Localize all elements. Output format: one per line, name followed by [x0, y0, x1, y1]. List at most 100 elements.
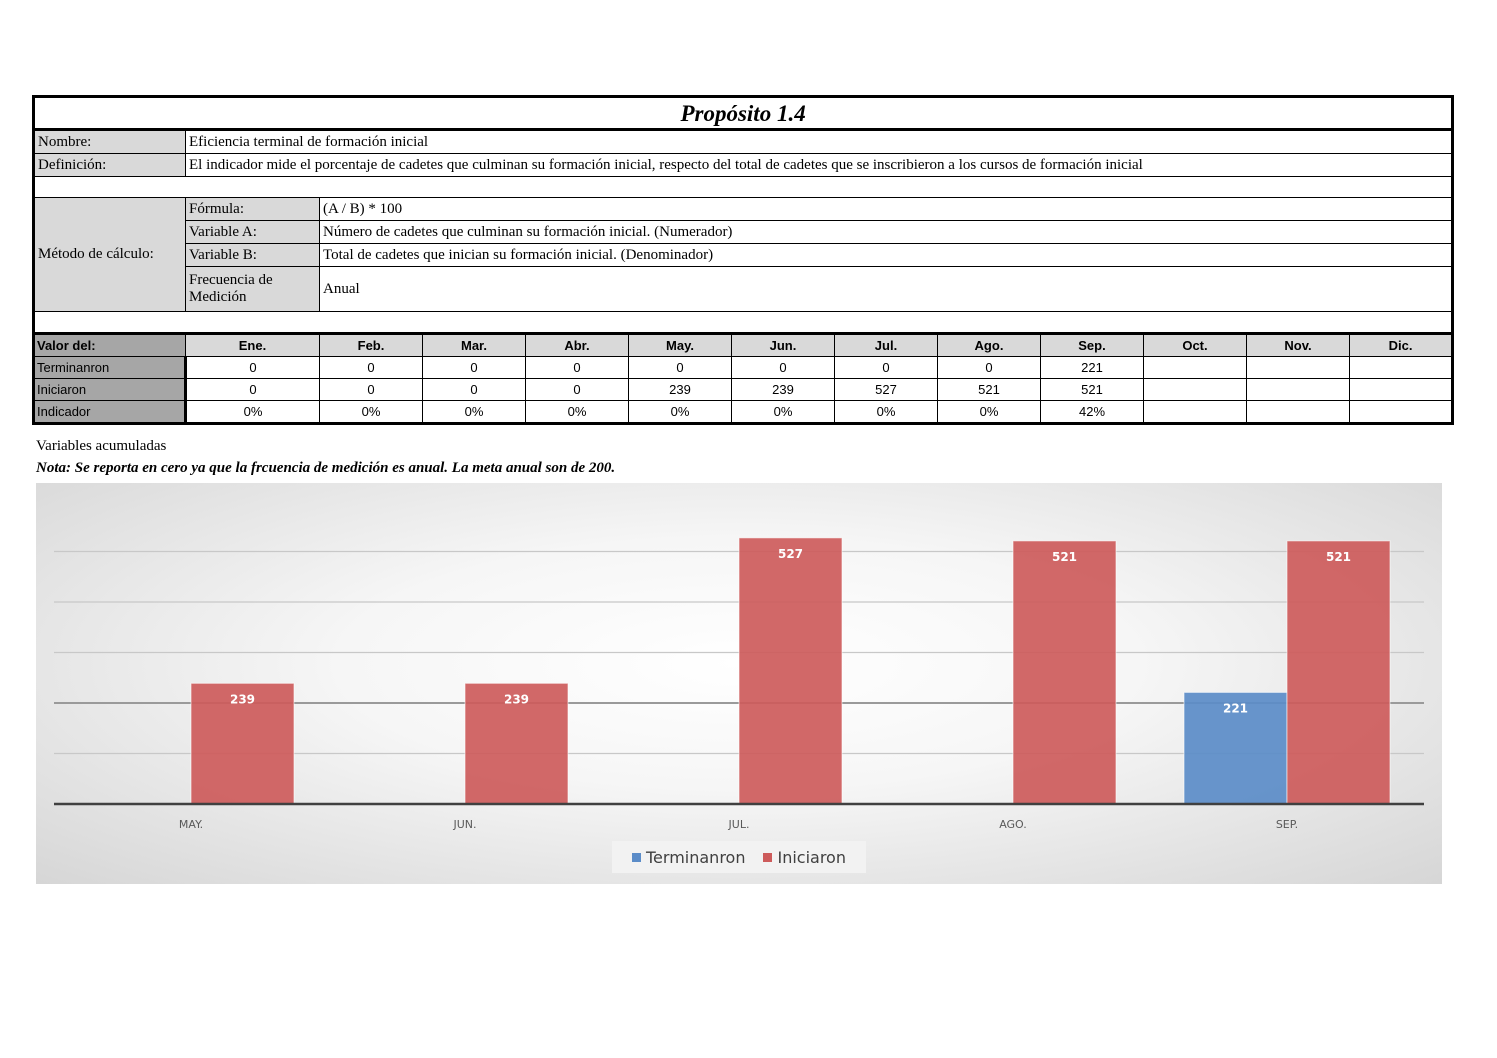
- table-cell: [1348, 378, 1454, 401]
- month-header: Jul.: [834, 332, 938, 357]
- x-tick-label: AGO.: [999, 818, 1027, 831]
- table-cell: 0%: [628, 400, 732, 424]
- month-header: Ene.: [185, 332, 320, 357]
- table-cell: 0: [422, 356, 526, 379]
- row-label: Iniciaron: [33, 378, 187, 401]
- month-header: May.: [628, 332, 732, 357]
- month-header: Mar.: [422, 332, 526, 357]
- chart-legend: Terminanron Iniciaron: [612, 841, 866, 873]
- data-label: 521: [1052, 550, 1077, 564]
- bar-chart: 239 MAY. 239 JUN. 527 JUL. 521 AGO. 221 521 SEP. T…: [36, 483, 1442, 884]
- table-cell: 0%: [731, 400, 835, 424]
- frecuencia-value: Anual: [318, 266, 1454, 312]
- data-label: 221: [1223, 701, 1248, 715]
- row-label: Indicador: [33, 400, 187, 424]
- table-cell: [1246, 400, 1350, 424]
- table-cell: 527: [834, 378, 938, 401]
- table-cell: 0: [628, 356, 732, 379]
- month-header: Feb.: [319, 332, 423, 357]
- table-cell: 0: [731, 356, 835, 379]
- table-cell: 42%: [1040, 400, 1144, 424]
- bar: [190, 682, 295, 805]
- table-cell: 0: [525, 378, 629, 401]
- nombre-value: Eficiencia terminal de formación inicial: [184, 128, 1454, 154]
- month-header: Dic.: [1348, 332, 1454, 357]
- data-label: 521: [1326, 550, 1351, 564]
- formula-value: (A / B) * 100: [318, 197, 1454, 221]
- nombre-label: Nombre:: [33, 128, 186, 154]
- table-cell: 0: [319, 378, 423, 401]
- definicion-label: Definición:: [33, 153, 186, 177]
- legend-swatch: [763, 852, 773, 862]
- table-cell: [1348, 356, 1454, 379]
- table-cell: 0: [185, 356, 320, 379]
- terminaron-row: Terminanron 0 0 0 0 0 0 0 0 221: [33, 356, 1454, 379]
- iniciaron-row: Iniciaron 0 0 0 0 239 239 527 521 521: [33, 378, 1454, 401]
- table-cell: 239: [628, 378, 732, 401]
- metodo-label: Método de cálculo:: [33, 197, 186, 312]
- data-label: 527: [778, 547, 803, 561]
- legend-item: Terminanron: [632, 848, 745, 867]
- chart-plot: 239 MAY. 239 JUN. 527 JUL. 521 AGO. 221 521 SEP.: [54, 537, 1424, 831]
- table-cell: [1143, 378, 1247, 401]
- legend-label: Terminanron: [646, 847, 746, 867]
- table-cell: 239: [731, 378, 835, 401]
- month-header: Oct.: [1143, 332, 1247, 357]
- frecuencia-label: Frecuencia de Medición: [185, 266, 320, 312]
- valor-del-label: Valor del:: [33, 332, 186, 357]
- variable-b-label: Variable B:: [185, 243, 320, 267]
- month-header: Abr.: [525, 332, 629, 357]
- spacer-row: [32, 176, 1454, 198]
- x-tick-label: MAY.: [179, 818, 203, 831]
- bar: [1012, 540, 1117, 805]
- table-cell: [1143, 356, 1247, 379]
- table-cell: [1348, 400, 1454, 424]
- months-header-row: Valor del: Ene. Feb. Mar. Abr. May. Jun.…: [33, 332, 1454, 357]
- formula-label: Fórmula:: [185, 197, 320, 221]
- bar: [738, 537, 843, 805]
- legend-label: Iniciaron: [777, 847, 846, 867]
- table-cell: 0: [422, 378, 526, 401]
- bar: [1183, 691, 1288, 805]
- table-cell: 0: [937, 356, 1041, 379]
- spacer-row: [32, 311, 1454, 334]
- x-tick-label: JUN.: [452, 818, 476, 831]
- table-cell: 0%: [319, 400, 423, 424]
- variables-acumuladas-note: Variables acumuladas: [36, 438, 167, 454]
- table-cell: [1246, 378, 1350, 401]
- table-cell: 0%: [422, 400, 526, 424]
- legend-swatch: [632, 852, 641, 862]
- data-label: 239: [230, 692, 255, 706]
- table-cell: 0: [185, 378, 320, 401]
- table-cell: [1143, 400, 1247, 424]
- month-header: Ago.: [937, 332, 1041, 357]
- table-cell: 0: [834, 356, 938, 379]
- table-cell: 0: [525, 356, 629, 379]
- month-header: Sep.: [1040, 332, 1144, 357]
- table-cell: 0%: [525, 400, 629, 424]
- table-cell: [1246, 356, 1350, 379]
- table-cell: 521: [937, 378, 1041, 401]
- indicador-row: Indicador 0% 0% 0% 0% 0% 0% 0% 0% 42%: [33, 400, 1454, 424]
- month-header: Jun.: [731, 332, 835, 357]
- table-cell: 0%: [185, 400, 320, 424]
- legend-item: Iniciaron: [763, 848, 846, 867]
- row-label: Terminanron: [33, 356, 187, 379]
- page-title: Propósito 1.4: [32, 96, 1454, 130]
- nota-text: Nota: Se reporta en cero ya que la frcue…: [36, 460, 616, 476]
- table-cell: 221: [1040, 356, 1144, 379]
- x-tick-label: SEP.: [1276, 818, 1298, 831]
- table-cell: 0%: [937, 400, 1041, 424]
- indicator-sheet: Propósito 1.4 Nombre: Eficiencia termina…: [32, 95, 1455, 425]
- x-tick-label: JUL.: [728, 818, 750, 831]
- month-header: Nov.: [1246, 332, 1350, 357]
- variable-a-label: Variable A:: [185, 220, 320, 244]
- table-cell: 521: [1040, 378, 1144, 401]
- table-cell: 0: [319, 356, 423, 379]
- table-cell: 0%: [834, 400, 938, 424]
- variable-a-value: Número de cadetes que culminan su formac…: [318, 220, 1454, 244]
- data-label: 239: [504, 692, 529, 706]
- definicion-value: El indicador mide el porcentaje de cadet…: [184, 153, 1454, 177]
- variable-b-value: Total de cadetes que inician su formació…: [318, 243, 1454, 267]
- bar: [1286, 540, 1391, 805]
